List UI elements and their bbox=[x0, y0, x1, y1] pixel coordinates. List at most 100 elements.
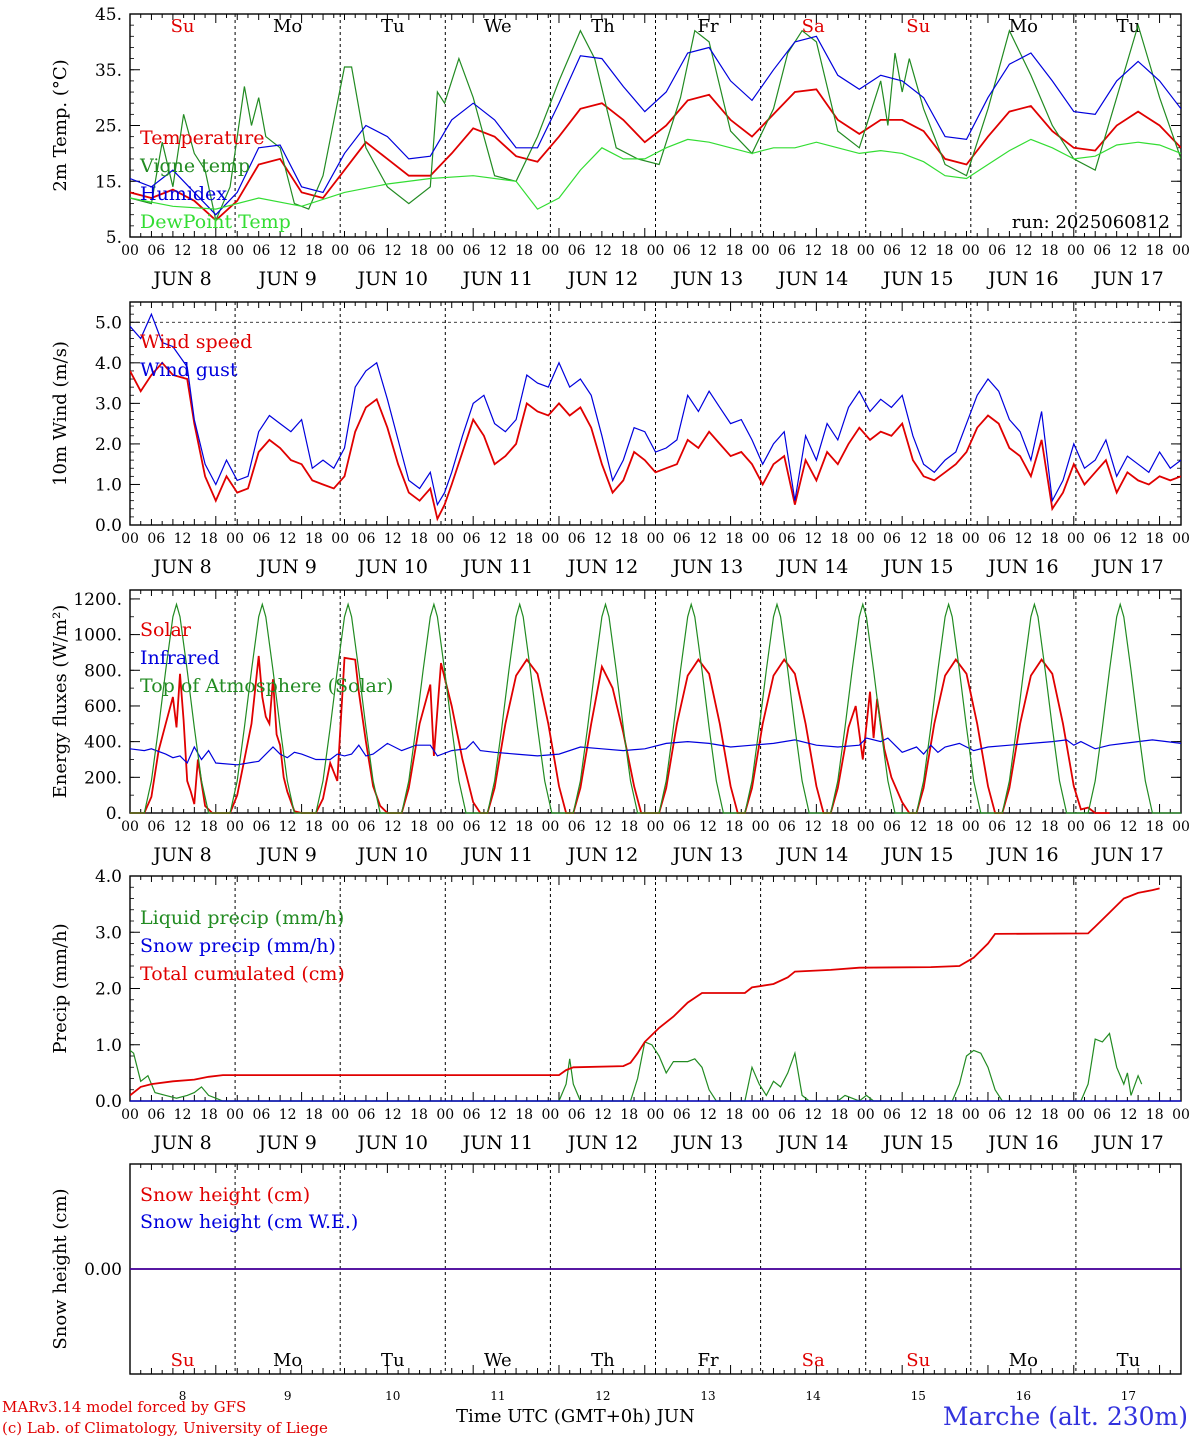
hour-label: 06 bbox=[568, 819, 586, 835]
hour-label: 00 bbox=[962, 819, 980, 835]
hour-label: 18 bbox=[831, 243, 849, 259]
day-name-label: Mo bbox=[1009, 16, 1038, 37]
date-label: JUN 17 bbox=[1091, 556, 1163, 578]
legend-entry: Vigne temp bbox=[139, 155, 250, 177]
short-date-label: 12 bbox=[595, 1389, 610, 1403]
hour-label: 06 bbox=[147, 531, 165, 547]
legend-entry: Total cumulated (cm) bbox=[140, 963, 345, 985]
hour-label: 00 bbox=[752, 819, 770, 835]
hour-label: 00 bbox=[752, 531, 770, 547]
series-line-vigne-temp bbox=[130, 23, 1181, 223]
short-date-label: 15 bbox=[911, 1389, 926, 1403]
hour-label: 18 bbox=[515, 531, 533, 547]
run-annotation: run: 2025060812 bbox=[1012, 212, 1170, 233]
hour-label: 12 bbox=[1014, 531, 1032, 547]
day-name-label: Mo bbox=[273, 16, 302, 37]
hour-label: 18 bbox=[1041, 819, 1059, 835]
date-label: JUN 13 bbox=[671, 844, 743, 866]
hour-label: 12 bbox=[909, 819, 927, 835]
hour-label: 06 bbox=[358, 531, 376, 547]
hour-label: 12 bbox=[804, 531, 822, 547]
hour-label: 18 bbox=[620, 1107, 638, 1123]
legend-entry: Temperature bbox=[140, 127, 264, 149]
legend-entry: Snow height (cm W.E.) bbox=[140, 1211, 358, 1233]
hour-label: 12 bbox=[1120, 1107, 1138, 1123]
date-label: JUN 14 bbox=[776, 1132, 848, 1154]
hour-label: 18 bbox=[1041, 243, 1059, 259]
day-name-label: Sa bbox=[802, 1350, 825, 1371]
hour-label: 00 bbox=[647, 531, 665, 547]
series-line-liquid-precip-mm-h- bbox=[130, 1032, 1143, 1102]
hour-label: 06 bbox=[988, 1107, 1006, 1123]
hour-label: 06 bbox=[568, 1107, 586, 1123]
hour-label: 00 bbox=[647, 243, 665, 259]
date-label: JUN 12 bbox=[566, 268, 638, 290]
hour-label: 18 bbox=[1146, 1107, 1164, 1123]
date-label: JUN 8 bbox=[151, 268, 211, 290]
hour-label: 00 bbox=[121, 243, 139, 259]
hour-label: 12 bbox=[279, 531, 297, 547]
hour-label: 12 bbox=[384, 243, 402, 259]
hour-label: 00 bbox=[752, 1107, 770, 1123]
hour-label: 06 bbox=[147, 1107, 165, 1123]
hour-label: 18 bbox=[200, 1107, 218, 1123]
day-name-label: Tu bbox=[1117, 1350, 1141, 1371]
hour-label: 06 bbox=[778, 531, 796, 547]
hour-label: 06 bbox=[673, 1107, 691, 1123]
hour-label: 18 bbox=[725, 819, 743, 835]
date-label: JUN 15 bbox=[881, 844, 953, 866]
y-tick-label: 0.0 bbox=[95, 1092, 122, 1112]
hour-label: 06 bbox=[463, 243, 481, 259]
hour-label: 12 bbox=[804, 819, 822, 835]
hour-label: 12 bbox=[174, 243, 192, 259]
hour-label: 00 bbox=[1172, 1107, 1190, 1123]
hour-label: 00 bbox=[1067, 531, 1085, 547]
y-tick-label: 4.0 bbox=[95, 354, 122, 374]
hour-label: 18 bbox=[831, 531, 849, 547]
hour-label: 00 bbox=[541, 243, 559, 259]
hour-label: 12 bbox=[384, 531, 402, 547]
date-label: JUN 15 bbox=[881, 556, 953, 578]
date-label: JUN 14 bbox=[776, 268, 848, 290]
hour-label: 18 bbox=[831, 1107, 849, 1123]
hour-label: 12 bbox=[699, 1107, 717, 1123]
y-tick-label: 400. bbox=[84, 733, 122, 753]
date-label: JUN 11 bbox=[461, 556, 533, 578]
hour-label: 06 bbox=[673, 243, 691, 259]
hour-label: 06 bbox=[568, 243, 586, 259]
date-label: JUN 12 bbox=[566, 844, 638, 866]
date-label: JUN 13 bbox=[671, 268, 743, 290]
day-name-label: Mo bbox=[1009, 1350, 1038, 1371]
day-name-label: Tu bbox=[381, 16, 405, 37]
date-label: JUN 17 bbox=[1091, 1132, 1163, 1154]
hour-label: 18 bbox=[305, 1107, 323, 1123]
date-label: JUN 15 bbox=[881, 1132, 953, 1154]
hour-label: 00 bbox=[962, 531, 980, 547]
hour-label: 18 bbox=[305, 243, 323, 259]
date-label: JUN 17 bbox=[1091, 268, 1163, 290]
hour-label: 18 bbox=[936, 1107, 954, 1123]
hour-label: 12 bbox=[1120, 243, 1138, 259]
legend-entry: Wind speed bbox=[140, 331, 252, 353]
y-axis-title: Snow height (cm) bbox=[50, 1188, 71, 1349]
y-tick-label: 15. bbox=[95, 172, 122, 192]
hour-label: 06 bbox=[883, 819, 901, 835]
y-tick-label: 4.0 bbox=[95, 867, 122, 887]
y-tick-label: 2.0 bbox=[95, 980, 122, 1000]
legend-entry: Infrared bbox=[140, 647, 220, 669]
legend-entry: Solar bbox=[140, 619, 192, 641]
hour-label: 18 bbox=[936, 243, 954, 259]
hour-label: 12 bbox=[909, 1107, 927, 1123]
y-tick-label: 35. bbox=[95, 61, 122, 81]
hour-label: 18 bbox=[620, 531, 638, 547]
hour-label: 18 bbox=[1146, 819, 1164, 835]
hour-label: 00 bbox=[436, 531, 454, 547]
hour-label: 00 bbox=[331, 819, 349, 835]
hour-label: 18 bbox=[725, 243, 743, 259]
date-label: JUN 8 bbox=[151, 1132, 211, 1154]
hour-label: 12 bbox=[699, 531, 717, 547]
hour-label: 06 bbox=[1093, 819, 1111, 835]
hour-label: 12 bbox=[489, 531, 507, 547]
hour-label: 18 bbox=[515, 819, 533, 835]
